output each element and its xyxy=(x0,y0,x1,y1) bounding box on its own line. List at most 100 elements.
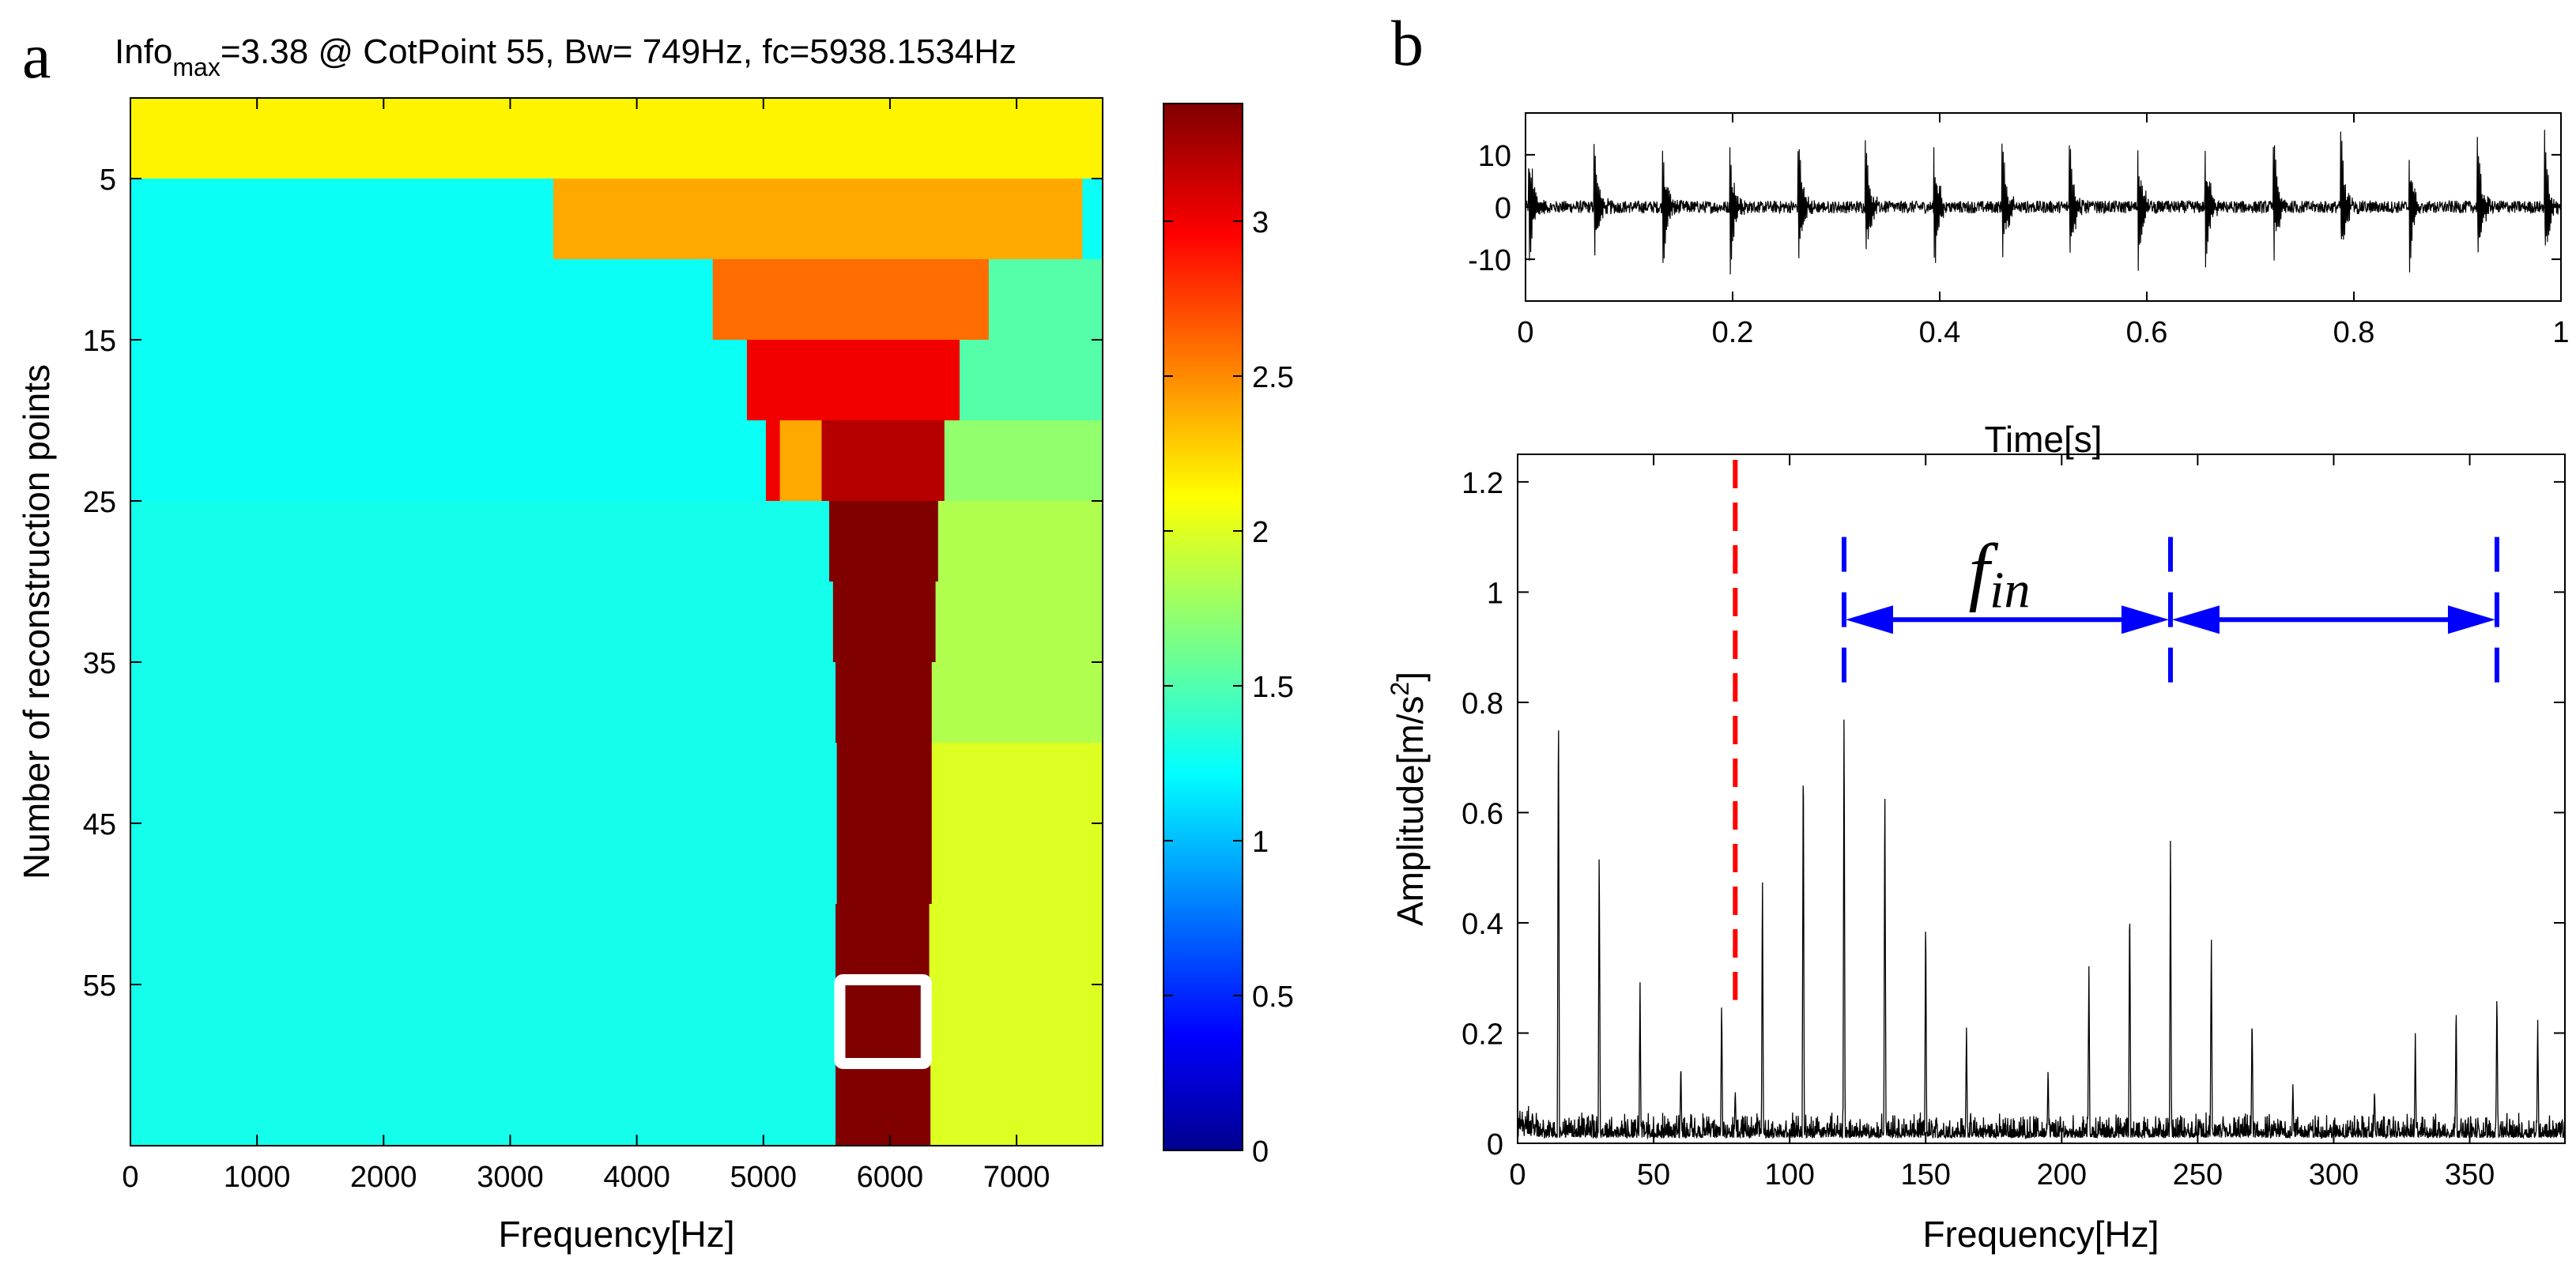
heatmap-cell xyxy=(130,420,767,502)
interval-arrow-1-head-right xyxy=(2121,605,2169,634)
spectrum-frame xyxy=(1517,454,2566,1144)
spectrum-ylabel: Amplitude[m/s2] xyxy=(1386,672,1431,926)
heatmap-cell xyxy=(130,904,836,985)
heatmap-cell xyxy=(836,823,933,905)
waveform-xtick-label: 0.8 xyxy=(2333,316,2375,349)
heatmap-title-subscript: max xyxy=(172,53,220,81)
colorbar-tick-label: 0.5 xyxy=(1252,981,1294,1014)
heatmap-cell xyxy=(835,662,933,744)
colorbar-tick-label: 1.5 xyxy=(1252,671,1294,704)
colorbar-axes: 0 0.5 1 1.5 2 2.5 3 xyxy=(1164,206,1294,1169)
heatmap-cell xyxy=(779,420,823,502)
heatmap-highlight-box xyxy=(834,974,932,1069)
panel-b-letter: b xyxy=(1391,7,1424,79)
heatmap-cell xyxy=(988,259,1103,341)
heatmap-ylabel: Number of reconstruction points xyxy=(16,364,57,879)
spectrum-annotations: fin xyxy=(1733,459,2499,1000)
heatmap-cell xyxy=(929,904,1103,985)
waveform-line xyxy=(1525,130,2562,275)
heatmap-cell xyxy=(930,1065,1103,1146)
heatmap-cell xyxy=(130,501,830,582)
heatmap-cell xyxy=(130,340,748,421)
interval-arrow-2-head-left xyxy=(2171,605,2220,634)
colorbar-tick-label: 2.5 xyxy=(1252,361,1294,394)
heatmap-ytick-label: 55 xyxy=(83,969,116,1003)
heatmap-cell xyxy=(746,340,960,421)
interval-arrow-1-head-left xyxy=(1845,605,1893,634)
heatmap-cell xyxy=(835,984,930,1066)
heatmap-xtick-label: 5000 xyxy=(730,1161,798,1194)
waveform-xtick-label: 0.2 xyxy=(1712,316,1754,349)
heatmap-cell xyxy=(829,501,939,582)
heatmap-cell xyxy=(130,1065,836,1146)
heatmap-cell xyxy=(130,179,554,260)
spectrum-ytick-label: 0.2 xyxy=(1461,1018,1503,1051)
waveform-xtick-label: 0 xyxy=(1517,316,1533,349)
heatmap-title-prefix: Info xyxy=(115,32,172,71)
heatmap-ytick-label: 25 xyxy=(83,486,116,519)
waveform-xtick-label: 1 xyxy=(2552,316,2569,349)
heatmap-title-suffix: =3.38 @ CotPoint 55, Bw= 749Hz, fc=5938.… xyxy=(221,32,1016,71)
heatmap-xtick-label: 0 xyxy=(122,1161,138,1194)
heatmap-cell xyxy=(835,1065,931,1146)
heatmap-ytick-label: 35 xyxy=(83,647,116,680)
spectrum-xtick-label: 100 xyxy=(1764,1158,1814,1192)
spectrum-ytick-label: 0.6 xyxy=(1461,797,1503,830)
spectrum-xtick-label: 300 xyxy=(2309,1158,2359,1192)
spectrum-xtick-label: 150 xyxy=(1901,1158,1951,1192)
spectrum-axes: 0 50 100 150 200 250 300 350 0 0.2 0.4 0.6 0.8 1 1.2 xyxy=(1461,454,2565,1192)
heatmap-cell xyxy=(130,98,1103,179)
heatmap-cell xyxy=(836,743,933,824)
fault-frequency-label: fin xyxy=(1968,528,2030,619)
spectrum-xtick-label: 350 xyxy=(2445,1158,2495,1192)
heatmap-xtick-label: 4000 xyxy=(603,1161,670,1194)
heatmap-ytick-label: 5 xyxy=(100,164,116,197)
waveform-xlabel: Time[s] xyxy=(1984,419,2102,460)
heatmap-cell xyxy=(130,662,836,744)
spectrum-ytick-label: 1.2 xyxy=(1461,467,1503,500)
colorbar-tick-label: 3 xyxy=(1252,206,1269,239)
heatmap-xtick-label: 3000 xyxy=(477,1161,544,1194)
heatmap-cell xyxy=(929,984,1103,1066)
spectrum-xtick-label: 50 xyxy=(1637,1158,1670,1192)
heatmap-xlabel: Frequency[Hz] xyxy=(498,1214,734,1255)
panel-a-letter: a xyxy=(22,20,51,92)
heatmap-cell xyxy=(835,904,930,985)
heatmap-xtick-label: 7000 xyxy=(983,1161,1050,1194)
heatmap-frame xyxy=(130,97,1103,1146)
heatmap-cell xyxy=(960,340,1103,421)
heatmap-cell xyxy=(931,823,1103,905)
spectrum-xtick-label: 250 xyxy=(2173,1158,2223,1192)
heatmap-title: Infomax=3.38 @ CotPoint 55, Bw= 749Hz, f… xyxy=(115,32,1016,81)
fault-frequency-label-sub: in xyxy=(1990,561,2030,619)
heatmap-xtick-label: 6000 xyxy=(857,1161,924,1194)
heatmap-cell xyxy=(553,179,1083,260)
colorbar xyxy=(1163,103,1243,1151)
heatmap-cell xyxy=(130,259,714,341)
spectrum-xlabel: Frequency[Hz] xyxy=(1922,1214,2159,1255)
heatmap-cell xyxy=(944,420,1103,502)
spectrum-ytick-label: 0.8 xyxy=(1461,687,1503,721)
waveform-xtick-label: 0.4 xyxy=(1919,316,1961,349)
heatmap-cell xyxy=(130,984,836,1066)
heatmap-cell xyxy=(712,259,990,341)
heatmap-xtick-label: 2000 xyxy=(350,1161,417,1194)
colorbar-tick-label: 2 xyxy=(1252,516,1269,549)
heatmap-cell xyxy=(1082,179,1103,260)
heatmap-cell xyxy=(935,582,1103,663)
spectrum-ytick-label: 0.4 xyxy=(1461,908,1503,941)
spectrum-xtick-label: 200 xyxy=(2037,1158,2087,1192)
waveform-xtick-label: 0.6 xyxy=(2126,316,2168,349)
heatmap-axes: 0 1000 2000 3000 4000 5000 6000 7000 5 15 25 35 45 55 xyxy=(83,98,1103,1194)
interval-arrow-2-head-right xyxy=(2447,605,2495,634)
spectrum-ytick-label: 1 xyxy=(1487,577,1503,610)
heatmap-cell xyxy=(130,823,838,905)
waveform-ytick-label: -10 xyxy=(1468,244,1511,277)
spectrum-ylabel-main: Amplitude[m/s xyxy=(1390,696,1431,926)
heatmap-cell xyxy=(821,420,945,502)
waveform-ytick-label: 0 xyxy=(1495,192,1511,225)
spectrum-ytick-label: 0 xyxy=(1487,1128,1503,1161)
heatmap-xtick-label: 1000 xyxy=(224,1161,291,1194)
waveform-axes: 0 0.2 0.4 0.6 0.8 1 -10 0 10 xyxy=(1468,113,2570,349)
